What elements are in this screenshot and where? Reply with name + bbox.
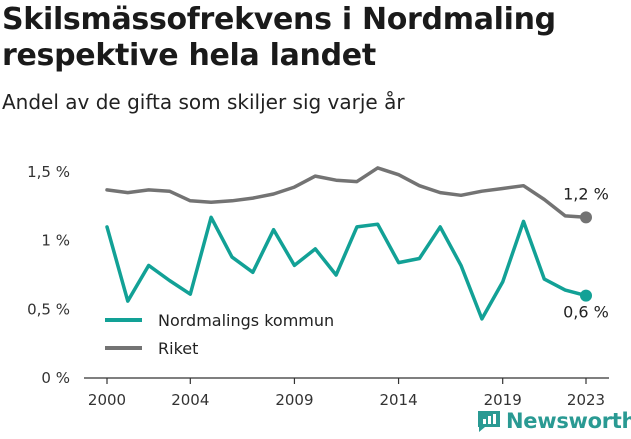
chart-title: Skilsmässofrekvens i Nordmaling respekti… — [2, 2, 556, 74]
x-tick-label: 2023 — [567, 391, 605, 409]
y-tick-label: 0,5 % — [27, 300, 70, 318]
y-tick-label: 0 % — [41, 369, 70, 387]
y-tick-label: 1,5 % — [27, 163, 70, 181]
x-tick-label: 2004 — [171, 391, 209, 409]
series-end-marker — [580, 211, 592, 224]
legend-label: Nordmalings kommun — [158, 311, 334, 330]
nordmaling-end-label: 0,6 % — [563, 303, 609, 322]
x-tick-label: 2009 — [275, 391, 313, 409]
series-line-nordmaling — [105, 215, 588, 321]
x-tick-label: 2019 — [484, 391, 522, 409]
riket-end-label: 1,2 % — [563, 184, 609, 203]
x-tick-label: 2014 — [379, 391, 417, 409]
newsworthy-logo-text: Newsworthy — [506, 409, 631, 433]
chart-title-line-2: respektive hela landet — [2, 38, 376, 73]
newsworthy-logo-icon — [478, 411, 500, 432]
y-tick-label: 1 % — [41, 232, 70, 250]
legend-label: Riket — [158, 339, 198, 358]
x-tick-label: 2000 — [88, 391, 126, 409]
series-end-marker — [580, 289, 592, 302]
chart-title-line-1: Skilsmässofrekvens i Nordmaling — [2, 2, 556, 37]
chart-subtitle: Andel av de gifta som skiljer sig varje … — [2, 90, 405, 114]
series-line-riket — [105, 166, 588, 220]
newsworthy-logo: Newsworthy — [476, 406, 631, 436]
